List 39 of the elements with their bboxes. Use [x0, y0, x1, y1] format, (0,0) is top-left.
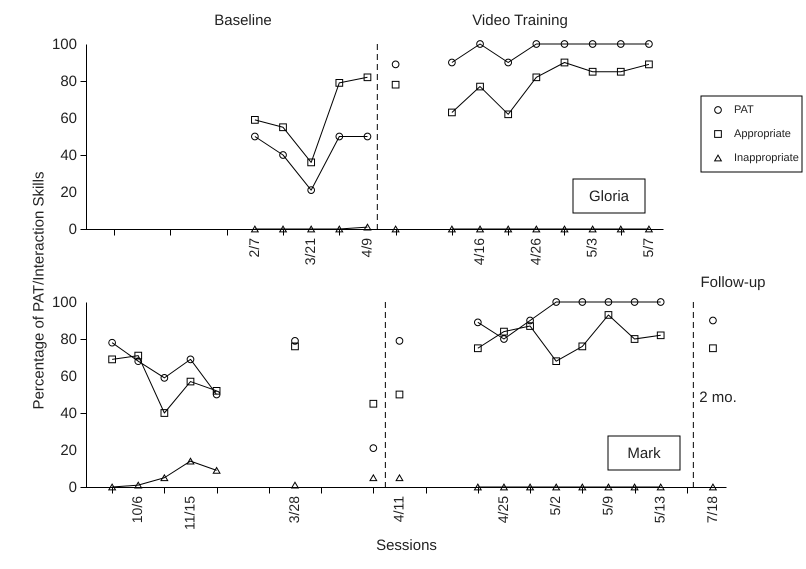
x-tick-label: 4/11 — [390, 496, 406, 522]
y-axis-title: Percentage of PAT/Interaction Skills — [30, 172, 48, 410]
y-tick-label: 20 — [60, 184, 77, 201]
legend-label: PAT — [734, 104, 754, 116]
annotation: 2 mo. — [699, 389, 737, 406]
x-tick-label: 5/3 — [584, 238, 600, 258]
x-tick-label: 4/25 — [494, 496, 511, 524]
y-tick-label: 60 — [60, 368, 77, 385]
x-tick-label: 7/18 — [704, 496, 720, 524]
x-tick-label: 4/9 — [358, 238, 374, 258]
y-tick-label: 100 — [52, 36, 77, 53]
y-tick-label: 80 — [60, 73, 77, 90]
y-tick-label: 0 — [68, 221, 77, 238]
x-tick-label: 3/21 — [302, 238, 318, 266]
annotation: Gloria — [588, 188, 630, 205]
text: Baseline — [214, 12, 272, 29]
y-tick-label: 40 — [60, 405, 77, 422]
y-tick-label: 80 — [60, 331, 77, 348]
annotation: Mark — [627, 445, 662, 462]
x-tick-label: 4/26 — [527, 238, 544, 266]
y-tick-label: 0 — [68, 479, 77, 496]
y-tick-label: 60 — [60, 110, 77, 127]
x-tick-label: 5/2 — [547, 496, 564, 516]
x-tick-label: 2/7 — [246, 238, 262, 258]
x-tick-label: 11/15 — [181, 496, 198, 530]
x-tick-label: 10/6 — [129, 496, 146, 524]
y-tick-label: 40 — [60, 147, 77, 164]
x-tick-label: 5/9 — [599, 496, 616, 516]
x-tick-label: 5/13 — [652, 496, 668, 524]
y-tick-label: 100 — [52, 294, 77, 311]
x-tick-label: 4/16 — [471, 238, 488, 266]
text: Follow-up — [700, 274, 766, 291]
text: Video Training — [472, 12, 568, 29]
y-tick-label: 20 — [60, 442, 77, 459]
x-tick-label: 5/7 — [640, 238, 656, 258]
legend-label: Appropriate — [734, 128, 791, 140]
x-tick-label: 3/28 — [286, 496, 302, 524]
x-axis-title: Sessions — [376, 537, 437, 554]
legend-label: Inappropriate — [734, 152, 799, 164]
